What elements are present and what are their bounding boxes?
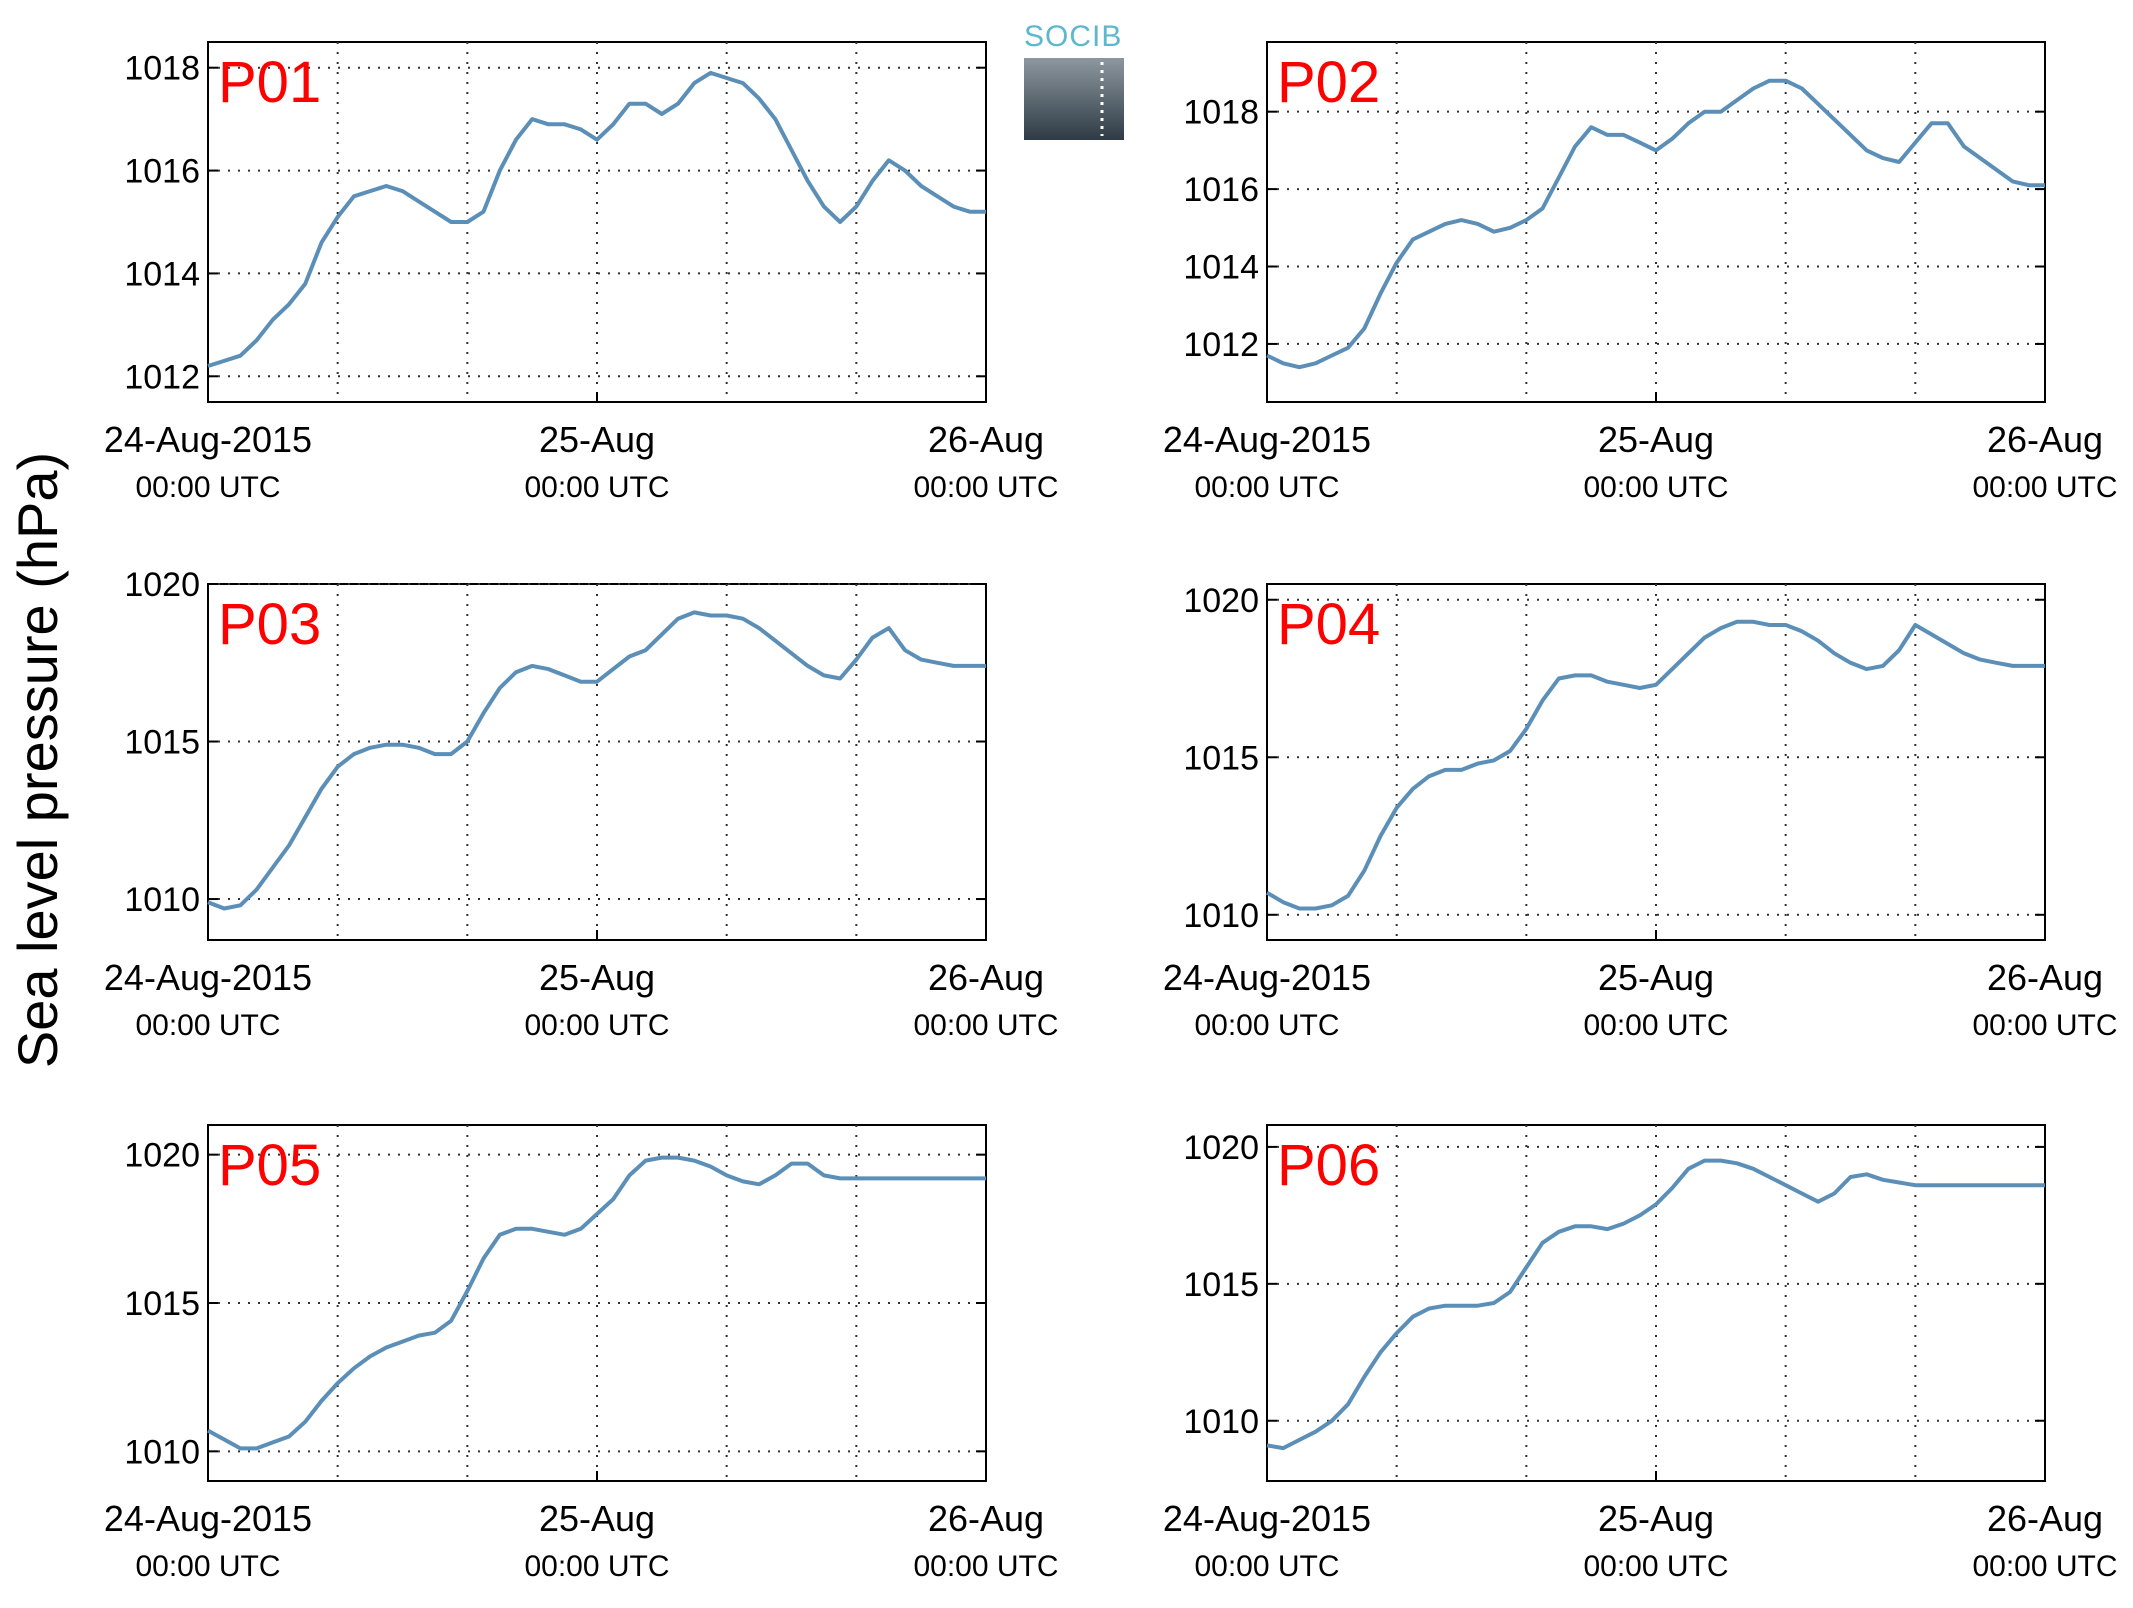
panel-p04: 1010 1015 1020 24-Aug-2015 00:00 UTC 25-Aug 00… [1163,582,2118,1042]
y-tick-label: 1014 [1183,249,1259,287]
y-tick-label: 1018 [1183,94,1259,132]
panel-label-p02: P02 [1277,50,1380,115]
x-tick-date-label: 26-Aug [928,1498,1044,1539]
series-line-p05 [207,1155,986,1451]
y-tick-label: 1015 [1183,739,1259,777]
y-tick-label: 1015 [124,724,200,762]
series-line-p02 [1266,78,2045,370]
plot-frame [1266,583,2046,941]
y-tick-label: 1015 [1183,1266,1259,1304]
x-tick-date-label: 25-Aug [1598,419,1714,460]
x-tick-time-label: 00:00 UTC [1583,471,1728,504]
x-tick-date-label: 26-Aug [928,957,1044,998]
y-tick-label: 1014 [124,255,200,293]
y-tick-label: 1016 [124,153,200,191]
plot-frame [1266,1124,2046,1482]
y-tick-label: 1016 [1183,171,1259,209]
panel-label-p05: P05 [218,1133,321,1198]
x-tick-time-label: 00:00 UTC [135,1009,280,1042]
y-tick-label: 1012 [1183,326,1259,364]
panel-p06: 1010 1015 1020 24-Aug-2015 00:00 UTC 25-Aug 00… [1163,1124,2118,1583]
y-tick-label: 1020 [1183,582,1259,620]
y-axis-label: Sea level pressure (hPa) [6,452,69,1068]
panel-label-p04: P04 [1277,592,1380,657]
y-tick-label: 1020 [124,566,200,604]
x-tick-date-label: 26-Aug [1987,419,2103,460]
y-tick-label: 1010 [124,1433,200,1471]
x-tick-date-label: 24-Aug-2015 [1163,1498,1371,1539]
series-line-p04 [1265,619,2045,911]
x-tick-date-label: 25-Aug [539,419,655,460]
x-tick-time-label: 00:00 UTC [1972,471,2117,504]
series-line-p06 [1266,1158,2045,1451]
y-tick-label: 1015 [124,1285,200,1323]
x-tick-time-label: 00:00 UTC [913,471,1058,504]
y-tick-label: 1010 [1183,897,1259,935]
x-tick-time-label: 00:00 UTC [524,1550,669,1583]
x-tick-date-label: 25-Aug [539,1498,655,1539]
plot-frame [207,1124,987,1482]
x-tick-date-label: 25-Aug [539,957,655,998]
panel-p01: 1012 1014 1016 1018 24-Aug-2015 00:00 UTC 25-A… [104,41,1059,504]
x-tick-date-label: 26-Aug [1987,957,2103,998]
panel-p05: 1010 1015 1020 24-Aug-2015 00:00 UTC 25-Aug 00… [104,1124,1059,1583]
x-tick-time-label: 00:00 UTC [1194,471,1339,504]
x-tick-date-label: 24-Aug-2015 [104,419,312,460]
x-tick-time-label: 00:00 UTC [1583,1550,1728,1583]
x-tick-time-label: 00:00 UTC [913,1009,1058,1042]
x-tick-time-label: 00:00 UTC [1972,1550,2117,1583]
x-tick-time-label: 00:00 UTC [135,471,280,504]
logo-wave-block [1024,58,1124,140]
x-tick-date-label: 26-Aug [1987,1498,2103,1539]
x-tick-time-label: 00:00 UTC [1972,1009,2117,1042]
panel-label-p06: P06 [1277,1133,1380,1198]
y-tick-label: 1020 [124,1137,200,1175]
plot-frame [207,583,987,941]
y-tick-label: 1010 [1183,1403,1259,1441]
x-tick-date-label: 26-Aug [928,419,1044,460]
y-tick-label: 1010 [124,881,200,919]
panel-p03: 1010 1015 1020 24-Aug-2015 00:00 UTC 25-Aug 00… [104,566,1059,1042]
y-tick-label: 1020 [1183,1129,1259,1167]
logo-text: SOCIB [1024,20,1122,53]
x-tick-date-label: 25-Aug [1598,1498,1714,1539]
socib-logo: SOCIB [1024,20,1124,140]
x-tick-time-label: 00:00 UTC [913,1550,1058,1583]
y-tick-label: 1018 [124,50,200,88]
series-line-p03 [207,610,986,911]
panel-p02: 1012 1014 1016 1018 24-Aug-2015 00:00 UTC 25-A… [1163,41,2118,504]
x-tick-time-label: 00:00 UTC [1194,1550,1339,1583]
x-tick-time-label: 00:00 UTC [524,471,669,504]
x-tick-date-label: 25-Aug [1598,957,1714,998]
x-tick-date-label: 24-Aug-2015 [1163,957,1371,998]
series-line-p01 [207,70,986,368]
x-tick-time-label: 00:00 UTC [1194,1009,1339,1042]
x-tick-time-label: 00:00 UTC [135,1550,280,1583]
panel-label-p03: P03 [218,592,321,657]
x-tick-time-label: 00:00 UTC [524,1009,669,1042]
panel-label-p01: P01 [218,50,321,115]
x-tick-date-label: 24-Aug-2015 [104,957,312,998]
x-tick-time-label: 00:00 UTC [1583,1009,1728,1042]
x-tick-date-label: 24-Aug-2015 [1163,419,1371,460]
x-tick-date-label: 24-Aug-2015 [104,1498,312,1539]
y-tick-label: 1012 [124,358,200,396]
